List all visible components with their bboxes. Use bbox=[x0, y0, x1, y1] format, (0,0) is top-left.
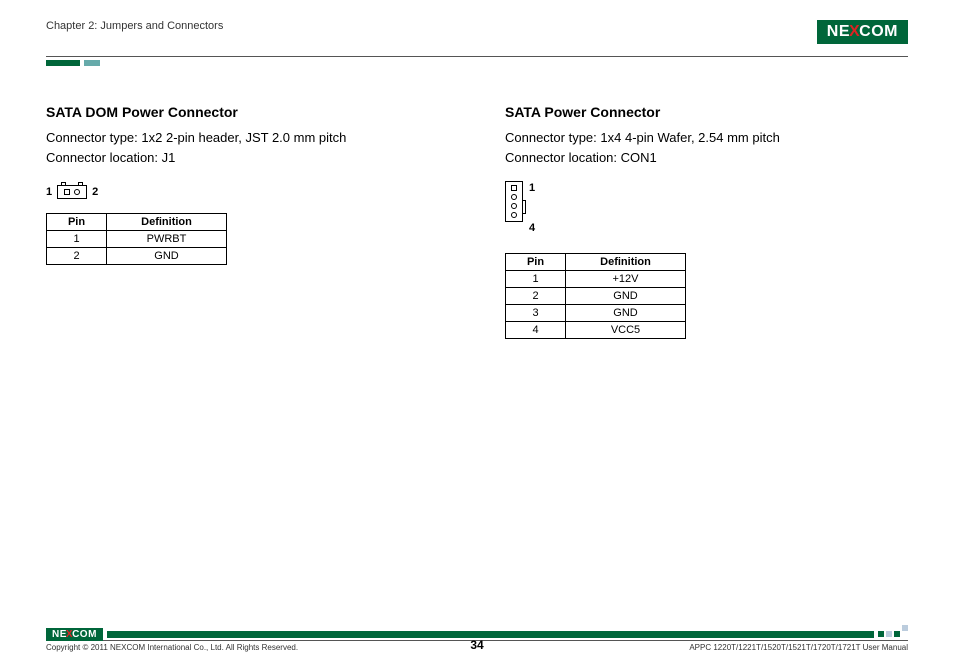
brand-right: COM bbox=[859, 23, 898, 41]
pin-2-circle-icon bbox=[74, 189, 80, 195]
cell-pin: 2 bbox=[506, 288, 566, 305]
pin-label-2: 2 bbox=[92, 186, 98, 198]
table-row: 4 VCC5 bbox=[506, 322, 686, 339]
doc-title: APPC 1220T/1221T/1520T/1521T/1720T/1721T… bbox=[689, 643, 908, 652]
pin-table-j1: Pin Definition 1 PWRBT 2 GND bbox=[46, 213, 227, 265]
cell-def: PWRBT bbox=[107, 231, 227, 248]
table-row: 2 GND bbox=[506, 288, 686, 305]
footer-squares-icon bbox=[878, 631, 908, 637]
cell-pin: 1 bbox=[47, 231, 107, 248]
connector-body bbox=[57, 185, 87, 199]
th-pin: Pin bbox=[47, 214, 107, 231]
footer-logo: NEXCOM bbox=[46, 628, 103, 641]
table-row: 3 GND bbox=[506, 305, 686, 322]
pin-1-square-icon bbox=[511, 185, 517, 191]
brand-left: NE bbox=[827, 23, 850, 41]
th-pin: Pin bbox=[506, 254, 566, 271]
pin-3-circle-icon bbox=[511, 203, 517, 209]
brand-left: NE bbox=[52, 629, 67, 640]
pin-2-circle-icon bbox=[511, 194, 517, 200]
pin-label-4: 4 bbox=[529, 222, 535, 234]
connector-diagram-j1: 1 2 bbox=[46, 185, 449, 199]
table-row: 1 +12V bbox=[506, 271, 686, 288]
section-sata-dom: SATA DOM Power Connector Connector type:… bbox=[46, 104, 449, 339]
pin-4-circle-icon bbox=[511, 212, 517, 218]
copyright: Copyright © 2011 NEXCOM International Co… bbox=[46, 643, 298, 652]
page-header: Chapter 2: Jumpers and Connectors NEXCOM bbox=[46, 20, 908, 50]
cell-def: VCC5 bbox=[566, 322, 686, 339]
connector-type: Connector type: 1x2 2-pin header, JST 2.… bbox=[46, 128, 449, 148]
section-title: SATA DOM Power Connector bbox=[46, 104, 449, 120]
cell-pin: 4 bbox=[506, 322, 566, 339]
connector-location: Connector location: CON1 bbox=[505, 148, 908, 168]
th-def: Definition bbox=[566, 254, 686, 271]
header-rule bbox=[46, 56, 908, 60]
cell-def: GND bbox=[107, 248, 227, 265]
cell-pin: 3 bbox=[506, 305, 566, 322]
cell-def: GND bbox=[566, 305, 686, 322]
connector-body bbox=[505, 181, 523, 222]
chapter-title: Chapter 2: Jumpers and Connectors bbox=[46, 20, 223, 32]
table-row: 2 GND bbox=[47, 248, 227, 265]
footer-bar bbox=[107, 631, 874, 638]
cell-def: +12V bbox=[566, 271, 686, 288]
section-title: SATA Power Connector bbox=[505, 104, 908, 120]
connector-type: Connector type: 1x4 4-pin Wafer, 2.54 mm… bbox=[505, 128, 908, 148]
brand-logo: NEXCOM bbox=[817, 20, 908, 44]
cell-pin: 2 bbox=[47, 248, 107, 265]
page-number: 34 bbox=[470, 638, 483, 652]
connector-diagram-con1: 1 4 bbox=[505, 181, 908, 235]
page-footer: NEXCOM Copyright © 2011 NEXCOM Internati… bbox=[46, 628, 908, 652]
cell-def: GND bbox=[566, 288, 686, 305]
th-def: Definition bbox=[107, 214, 227, 231]
pin-label-1: 1 bbox=[46, 186, 52, 198]
brand-right: COM bbox=[72, 629, 97, 640]
connector-location: Connector location: J1 bbox=[46, 148, 449, 168]
pin-1-square-icon bbox=[64, 189, 70, 195]
section-sata-power: SATA Power Connector Connector type: 1x4… bbox=[505, 104, 908, 339]
pin-table-con1: Pin Definition 1 +12V 2 GND 3 GND 4 VC bbox=[505, 253, 686, 339]
cell-pin: 1 bbox=[506, 271, 566, 288]
pin-label-1: 1 bbox=[529, 182, 535, 194]
table-row: 1 PWRBT bbox=[47, 231, 227, 248]
